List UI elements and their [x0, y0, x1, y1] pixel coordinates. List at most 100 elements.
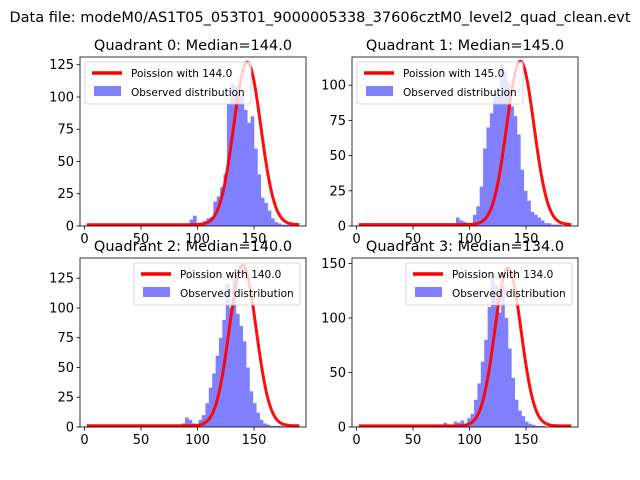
histogram-bar — [230, 84, 234, 226]
legend-box — [84, 61, 252, 105]
y-tick-label: 75 — [329, 114, 346, 129]
histogram-bar — [538, 425, 543, 427]
legend-poisson-label: Poission with 145.0 — [403, 68, 504, 80]
histogram-bar — [269, 425, 274, 427]
legend-box — [356, 61, 524, 105]
histogram-bar — [520, 169, 525, 226]
histogram-bar — [277, 223, 282, 226]
histogram-bar — [189, 219, 194, 226]
x-tick-label: 150 — [242, 433, 267, 448]
legend-poisson-label: Poission with 140.0 — [180, 269, 281, 281]
histogram-bar — [507, 348, 512, 427]
y-tick-label: 0 — [66, 220, 74, 235]
histogram-bar — [259, 419, 264, 427]
histogram-bar — [530, 211, 535, 226]
legend-observed-label: Observed distribution — [452, 288, 566, 300]
quadrant-0-title: Quadrant 0: Median=144.0 — [94, 38, 292, 54]
histogram-bar — [535, 425, 539, 427]
histogram-bar — [188, 419, 193, 427]
histogram-bar — [237, 96, 241, 226]
histogram-bar — [472, 214, 477, 226]
histogram-bar — [537, 217, 542, 226]
histogram-bar — [476, 206, 480, 226]
histogram-bar — [250, 116, 255, 226]
histogram-bar — [280, 425, 284, 427]
y-tick-label: 50 — [57, 361, 74, 376]
histogram-bar — [287, 224, 292, 226]
histogram-bar — [455, 217, 460, 226]
legend-observed-label: Observed distribution — [131, 87, 245, 99]
y-tick-label: 25 — [329, 184, 346, 199]
axes-frame — [351, 56, 579, 227]
histogram-bar — [252, 403, 257, 427]
y-tick-label: 0 — [338, 421, 346, 436]
quadrant-1-title: Quadrant 1: Median=145.0 — [366, 38, 564, 54]
histogram-bar — [240, 94, 245, 226]
legend-box — [405, 262, 573, 306]
y-tick-label: 50 — [329, 149, 346, 164]
histogram-bar — [247, 122, 251, 226]
histogram-bar — [266, 424, 271, 427]
histogram-bar — [460, 420, 465, 427]
histogram-bar — [541, 425, 546, 427]
y-tick-label: 100 — [321, 311, 346, 326]
legend-observed-swatch — [94, 86, 121, 96]
histogram-bar — [528, 423, 532, 427]
histogram-bar — [524, 421, 529, 427]
x-tick-label: 100 — [457, 433, 482, 448]
histogram-bar — [232, 272, 237, 427]
x-tick-label: 100 — [457, 232, 482, 247]
axes-frame — [79, 257, 307, 428]
histogram-bar — [500, 64, 504, 227]
histogram-bar — [516, 134, 521, 226]
histogram-bar — [474, 399, 478, 427]
histogram-bar — [267, 210, 272, 226]
histogram-bar — [270, 218, 275, 226]
histogram-bar — [554, 224, 558, 226]
histogram-bar — [496, 96, 501, 226]
histogram-bar — [209, 216, 214, 226]
histogram-bar — [477, 383, 482, 427]
y-tick-label: 100 — [49, 90, 74, 105]
histogram-bar — [260, 197, 265, 226]
histogram-bar — [557, 224, 562, 226]
x-tick-label: 50 — [405, 232, 422, 247]
histogram-bar — [510, 106, 514, 226]
histogram-bar — [233, 86, 238, 226]
y-tick-label: 50 — [57, 155, 74, 170]
x-tick-label: 0 — [352, 433, 360, 448]
histogram-bar — [274, 222, 279, 226]
x-tick-label: 100 — [185, 433, 210, 448]
histogram-bar — [212, 373, 216, 427]
axes-frame — [79, 56, 307, 227]
histogram-bar — [276, 425, 281, 427]
legend-observed-swatch — [366, 86, 393, 96]
histogram-bar — [506, 82, 511, 226]
histogram-bar — [235, 313, 240, 427]
poisson-curve — [86, 60, 300, 227]
legend-box — [133, 262, 301, 306]
histogram-bar — [225, 284, 230, 427]
legend: Poission with 140.0 Observed distribution — [133, 262, 301, 306]
histogram-bar — [220, 187, 224, 226]
quadrant-2-title: Quadrant 2: Median=140.0 — [94, 239, 292, 255]
y-tick-label: 150 — [321, 257, 346, 272]
legend-observed-label: Observed distribution — [403, 87, 517, 99]
histogram-bar — [489, 113, 494, 226]
y-tick-label: 125 — [49, 58, 74, 73]
legend: Poission with 134.0 Observed distribution — [405, 262, 573, 306]
x-tick-label: 50 — [133, 433, 150, 448]
histogram-bar — [223, 174, 228, 226]
histogram-bar — [185, 417, 189, 427]
histogram-bar — [533, 214, 538, 226]
poisson-curve — [86, 263, 300, 428]
histogram-bar — [503, 71, 508, 226]
y-tick-label: 100 — [49, 301, 74, 316]
legend-observed-label: Observed distribution — [180, 288, 294, 300]
y-tick-label: 25 — [57, 187, 74, 202]
histogram-bar — [480, 361, 485, 427]
poisson-curve — [358, 59, 572, 227]
histogram-bar — [521, 416, 526, 427]
figure-suptitle: Data file: modeM0/AS1T05_053T01_90000053… — [9, 10, 630, 26]
